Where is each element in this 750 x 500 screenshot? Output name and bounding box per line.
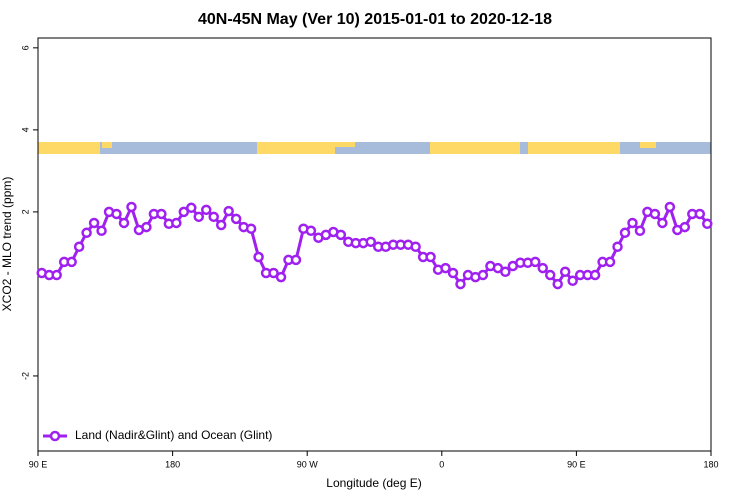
data-point [223,205,234,217]
x-tick-label: 90 E [567,459,586,469]
land-strip [430,142,520,154]
data-point [230,213,242,225]
data-point [589,269,601,281]
y-tick-label: 2 [20,209,30,214]
data-point [96,225,107,237]
data-point [215,219,227,231]
data-point [126,201,137,213]
data-point [619,227,631,239]
data-point [500,266,511,278]
data-point [201,204,212,216]
data-point [664,201,676,213]
data-point [634,225,646,237]
data-point [186,202,197,214]
x-tick-label: 180 [703,459,718,469]
data-point [111,208,122,220]
data-point [694,208,706,220]
land-strip [38,142,100,154]
data-point [567,275,578,287]
data-point [702,218,713,230]
data-point [118,217,130,229]
land-strip [640,142,656,148]
data-point [245,223,257,234]
y-axis-label: XCO2 - MLO trend (ppm) [0,177,14,312]
legend-marker [49,430,61,442]
data-point [178,206,190,218]
land-strip [528,142,620,154]
data-point [425,251,436,263]
data-point [275,271,287,283]
x-tick-label: 90 E [29,459,48,469]
data-point [604,256,616,268]
legend-label: Land (Nadir&Glint) and Ocean (Glint) [75,428,272,442]
data-point [253,251,264,263]
data-point [365,236,377,248]
y-tick-label: 4 [20,127,30,132]
data-point [156,208,167,220]
data-point [290,254,302,266]
data-point [171,217,182,229]
surface-strip [38,142,711,154]
chart-title: 40N-45N May (Ver 10) 2015-01-01 to 2020-… [198,11,552,28]
data-point [649,208,661,220]
x-tick-label: 90 W [297,459,319,469]
data-point [51,269,62,281]
data-point [559,266,571,278]
y-tick-label: -2 [20,372,30,380]
data-point [268,267,279,279]
land-strip [102,142,112,148]
data-point [141,221,152,233]
data-point [627,217,638,229]
data-point [208,211,219,223]
data-point [552,278,563,290]
data-point [335,229,347,241]
data-point [305,225,317,237]
x-axis-label: Longitude (deg E) [326,476,421,490]
x-tick-label: 180 [165,459,180,469]
data-point [530,256,541,268]
data-point [410,241,421,253]
data-point [66,256,77,268]
data-point [477,269,489,281]
data-point [193,211,205,223]
land-strip [335,142,355,147]
data-point [447,267,459,279]
land-strip [257,142,335,154]
data-point [679,221,691,233]
x-tick-label: 0 [439,459,444,469]
data-point [455,278,466,290]
data-point [73,241,85,253]
plot-frame [37,37,712,452]
data-point [537,262,548,274]
data-point [544,269,556,281]
y-tick-label: 6 [20,45,30,50]
data-point [81,227,92,239]
data-point [440,262,451,274]
data-point [657,217,668,229]
data-point [612,241,623,253]
data-point [88,217,100,229]
